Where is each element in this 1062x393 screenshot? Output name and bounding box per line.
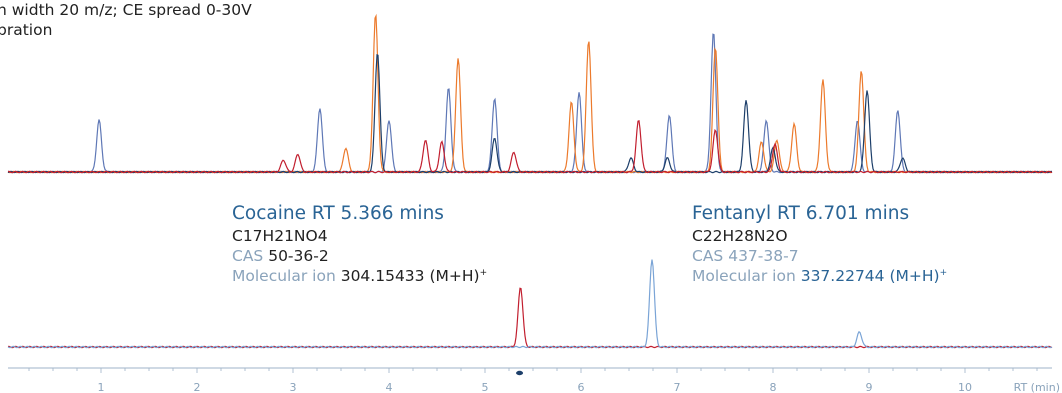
cocaine-formula: C17H21NO4 xyxy=(232,227,328,246)
cocaine-ion-label: Molecular ion xyxy=(232,267,336,286)
tick-label-8: 8 xyxy=(770,381,777,393)
bottom-trace-red xyxy=(7,287,1053,349)
fentanyl-cas-label: CAS xyxy=(692,247,724,266)
method-text-line-1: n width 20 m/z; CE spread 0-30V xyxy=(0,1,252,19)
rt-axis: 1 2 3 4 5 6 7 8 9 10 RT (min) xyxy=(8,367,1060,393)
cocaine-info: Cocaine RT 5.366 mins C17H21NO4 CAS 50-3… xyxy=(232,202,487,286)
cocaine-ion-value: 304.15433 (M+H) xyxy=(340,267,480,286)
fentanyl-formula: C22H28N2O xyxy=(692,227,788,246)
cocaine-cas-label: CAS xyxy=(232,247,264,266)
top-trace-red xyxy=(7,119,1053,174)
tick-label-1: 1 xyxy=(98,381,105,393)
top-trace-navy xyxy=(7,54,1053,174)
top-trace-orange xyxy=(7,13,1053,174)
x-axis-label: RT (min) xyxy=(1014,381,1060,393)
fentanyl-ion-label: Molecular ion xyxy=(692,267,796,286)
fentanyl-info: Fentanyl RT 6.701 mins C22H28N2O CAS 437… xyxy=(692,202,947,286)
tick-label-10: 10 xyxy=(958,381,972,393)
tick-label-4: 4 xyxy=(386,381,393,393)
fentanyl-ion-sup: + xyxy=(939,268,948,279)
tick-label-3: 3 xyxy=(290,381,297,393)
top-trace-blue xyxy=(7,33,1053,174)
cocaine-ion-sup: + xyxy=(479,268,488,279)
cocaine-title: Cocaine RT 5.366 mins xyxy=(232,203,444,224)
fentanyl-title: Fentanyl RT 6.701 mins xyxy=(692,203,910,224)
tick-label-2: 2 xyxy=(194,381,201,393)
rt-marker xyxy=(516,370,524,376)
top-chromatogram-panel xyxy=(7,13,1053,174)
fentanyl-ion-value: 337.22744 (M+H) xyxy=(800,267,940,286)
tick-label-5: 5 xyxy=(482,381,489,393)
fentanyl-cas-value: 437-38-7 xyxy=(728,247,799,266)
bottom-chromatogram-panel xyxy=(7,259,1053,349)
method-text-line-2: bration xyxy=(0,21,53,39)
tick-label-9: 9 xyxy=(866,381,873,393)
tick-label-6: 6 xyxy=(578,381,585,393)
cocaine-cas-value: 50-36-2 xyxy=(268,247,329,266)
tick-label-7: 7 xyxy=(674,381,681,393)
bottom-trace-light_blue xyxy=(7,259,1053,349)
